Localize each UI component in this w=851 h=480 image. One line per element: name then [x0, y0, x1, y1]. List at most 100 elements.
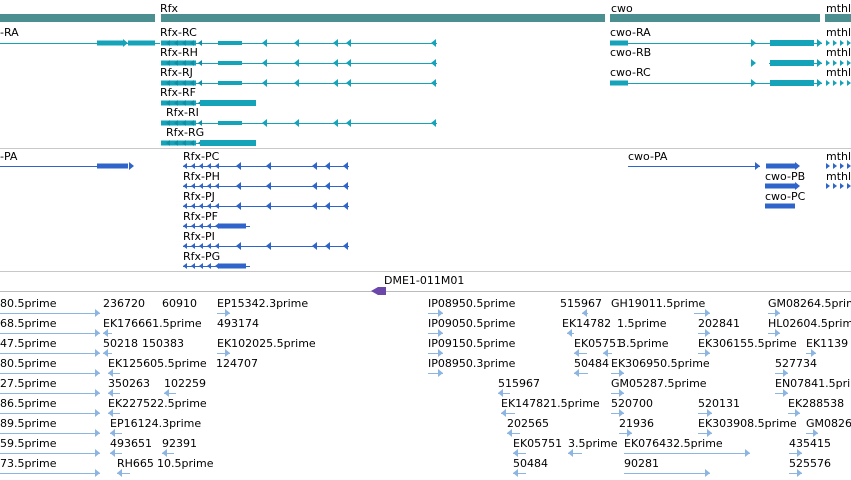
protein-arrow[interactable] — [207, 163, 211, 169]
transcript-arrow[interactable] — [826, 40, 830, 46]
primer-label[interactable]: 202841 — [698, 317, 740, 330]
protein-arrow[interactable] — [826, 183, 830, 189]
primer-label[interactable]: 89.5prime — [0, 417, 57, 430]
transcript-exon[interactable] — [610, 80, 628, 86]
primer-label[interactable]: EK076432.5prime — [624, 437, 723, 450]
protein-arrow[interactable] — [840, 183, 844, 189]
transcript-arrow[interactable] — [262, 59, 267, 67]
protein-label-cwo-pa[interactable]: cwo-PA — [628, 150, 668, 163]
protein-exon[interactable] — [765, 183, 795, 189]
primer-label[interactable]: EK147821.5prime — [501, 397, 600, 410]
transcript-arrow[interactable] — [123, 39, 128, 47]
transcript-label-mthl[interactable]: mthl — [826, 46, 851, 59]
primer-arrow[interactable] — [225, 309, 230, 317]
protein-arrow[interactable] — [207, 223, 211, 229]
protein-arrow[interactable] — [343, 182, 348, 190]
primer-label[interactable]: EK306950.5prime — [611, 357, 710, 370]
protein-arrow[interactable] — [325, 162, 330, 170]
primer-arrow[interactable] — [110, 429, 115, 437]
transcript-exon[interactable] — [200, 100, 256, 106]
protein-arrow[interactable] — [325, 202, 330, 210]
transcript-exon[interactable] — [97, 40, 124, 46]
protein-arrow[interactable] — [129, 162, 134, 170]
protein-exon[interactable] — [765, 203, 795, 209]
transcript-arrow[interactable] — [182, 60, 186, 66]
transcript-arrow[interactable] — [333, 39, 338, 47]
transcript-arrow[interactable] — [431, 79, 436, 87]
primer-label[interactable]: 80.5prime — [0, 357, 57, 370]
primer-label[interactable]: 60910 — [162, 297, 197, 310]
protein-arrow[interactable] — [207, 183, 211, 189]
primer-arrow[interactable] — [164, 389, 169, 397]
transcript-label-rfx-rj[interactable]: Rfx-RJ — [160, 66, 193, 79]
primer-label[interactable]: 150383 — [142, 337, 184, 350]
primer-label[interactable]: GM05287.5prime — [611, 377, 707, 390]
primer-arrow[interactable] — [797, 469, 802, 477]
transcript-arrow[interactable] — [751, 79, 756, 87]
primer-label[interactable]: 59.5prime — [0, 437, 57, 450]
protein-arrow[interactable] — [833, 183, 837, 189]
transcript-arrow[interactable] — [431, 119, 436, 127]
transcript-arrow[interactable] — [166, 100, 170, 106]
primer-arrow[interactable] — [513, 469, 518, 477]
primer-arrow[interactable] — [103, 329, 108, 337]
transcript-arrow[interactable] — [190, 100, 194, 106]
transcript-label-rfx-rg[interactable]: Rfx-RG — [166, 126, 205, 139]
primer-label[interactable]: 73.5prime — [0, 457, 57, 470]
protein-label-cwo-pb[interactable]: cwo-PB — [765, 170, 806, 183]
protein-arrow[interactable] — [191, 223, 195, 229]
primer-arrow[interactable] — [603, 349, 608, 357]
primer-arrow[interactable] — [705, 349, 710, 357]
primer-label[interactable]: 236720 — [103, 297, 145, 310]
transcript-arrow[interactable] — [174, 100, 178, 106]
primer-arrow[interactable] — [513, 449, 518, 457]
transcript-arrow[interactable] — [198, 80, 202, 86]
gene-label-cwo[interactable]: cwo — [611, 2, 633, 15]
primer-arrow[interactable] — [795, 409, 800, 417]
transcript-arrow[interactable] — [174, 140, 178, 146]
primer-label[interactable]: 527734 — [775, 357, 817, 370]
primer-label[interactable]: IP08950.5prime — [428, 297, 516, 310]
protein-label-rfx-pg[interactable]: Rfx-PG — [183, 250, 221, 263]
transcript-arrow[interactable] — [840, 80, 844, 86]
transcript-arrow[interactable] — [174, 120, 178, 126]
transcript-arrow[interactable] — [182, 140, 186, 146]
primer-label[interactable]: 27.5prime — [0, 377, 57, 390]
primer-arrow[interactable] — [95, 309, 100, 317]
primer-label[interactable]: 50218 — [103, 337, 138, 350]
protein-arrow[interactable] — [236, 182, 241, 190]
primer-arrow[interactable] — [705, 329, 710, 337]
transcript-arrow[interactable] — [182, 40, 186, 46]
primer-label[interactable]: 80.5prime — [0, 297, 57, 310]
transcript-arrow[interactable] — [190, 140, 194, 146]
primer-label[interactable]: RH665 — [117, 457, 154, 470]
primer-arrow[interactable] — [95, 369, 100, 377]
primer-arrow[interactable] — [438, 349, 443, 357]
protein-arrow[interactable] — [199, 243, 203, 249]
transcript-exon[interactable] — [128, 40, 155, 46]
transcript-exon[interactable] — [161, 120, 196, 126]
primer-arrow[interactable] — [507, 429, 512, 437]
transcript-arrow[interactable] — [198, 120, 202, 126]
primer-arrow[interactable] — [811, 349, 816, 357]
transcript-label-rfx-rf[interactable]: Rfx-RF — [160, 86, 196, 99]
primer-arrow[interactable] — [108, 389, 113, 397]
transcript-arrow[interactable] — [431, 39, 436, 47]
transcript-arrow[interactable] — [190, 40, 194, 46]
primer-arrow[interactable] — [745, 449, 750, 457]
transcript-label-mthl[interactable]: mthl — [826, 66, 851, 79]
protein-arrow[interactable] — [215, 183, 219, 189]
transcript-arrow[interactable] — [840, 60, 844, 66]
primer-arrow[interactable] — [707, 429, 712, 437]
transcript-label-cwo-rb[interactable]: cwo-RB — [610, 46, 652, 59]
primer-label[interactable]: EK102025.5prime — [217, 337, 316, 350]
transcript-arrow[interactable] — [833, 60, 837, 66]
protein-arrow[interactable] — [266, 202, 271, 210]
transcript-arrow[interactable] — [346, 59, 351, 67]
primer-arrow[interactable] — [775, 329, 780, 337]
protein-arrow[interactable] — [191, 203, 195, 209]
primer-label[interactable]: 50484 — [513, 457, 548, 470]
protein-arrow[interactable] — [236, 242, 241, 250]
protein-arrow[interactable] — [236, 202, 241, 210]
transcript-arrow[interactable] — [294, 79, 299, 87]
